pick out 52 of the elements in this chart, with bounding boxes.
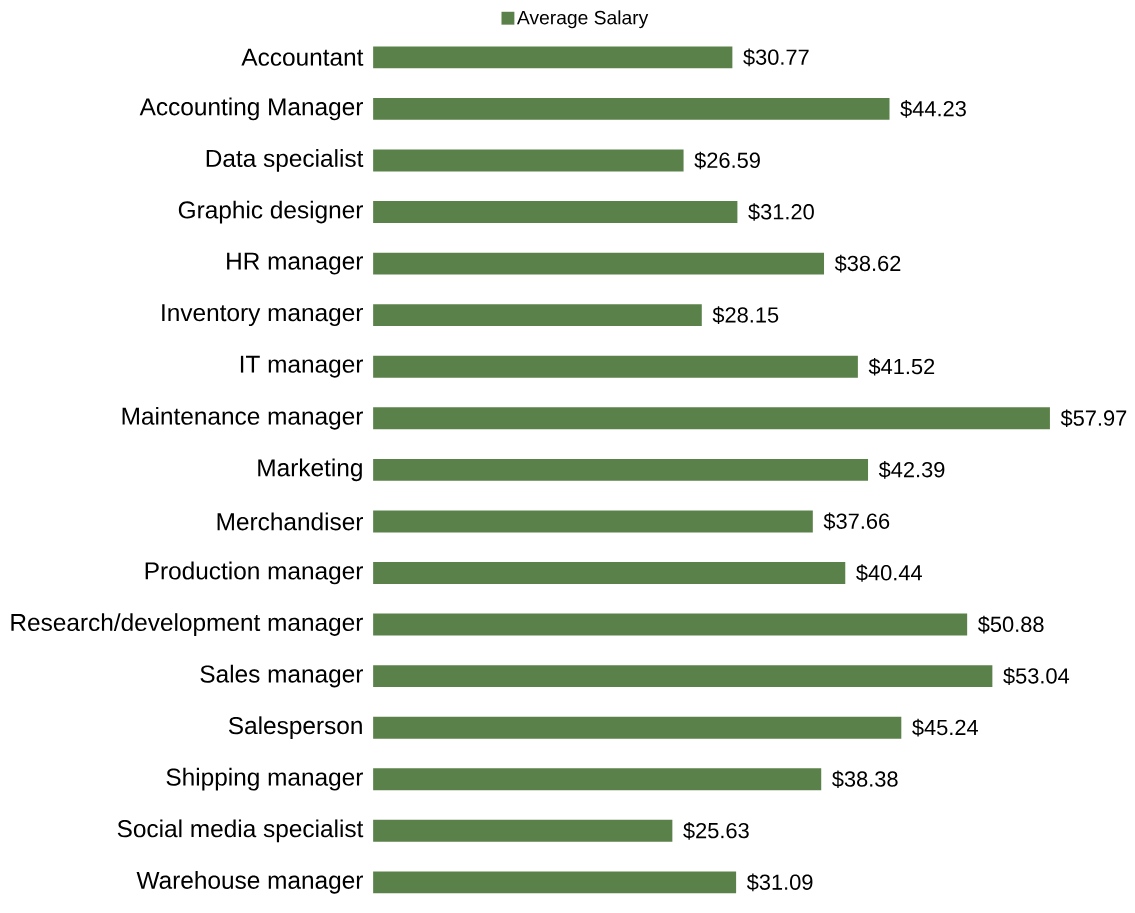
y-tick-label: Accountant [241,48,364,66]
y-tick-label: Merchandiser [217,512,364,531]
data-label: $44.23 [900,99,966,118]
y-tick-label: Shipping manager [166,767,363,791]
data-label: $42.39 [878,460,945,479]
y-tick-label: Maintenance manager [122,406,363,430]
y-tick-label: Research/development manager [11,613,363,636]
bar [373,149,684,172]
bar [373,46,733,69]
data-label: $53.04 [1003,667,1070,685]
data-label: $41.52 [868,357,935,376]
y-tick-label: Accounting Manager [139,97,363,121]
bar [373,458,869,481]
data-label: $30.77 [743,48,809,67]
bar [373,716,902,739]
legend-label: Average Salary [516,10,649,29]
data-label: $50.88 [977,615,1044,634]
bar [373,304,702,326]
bar [373,355,858,378]
y-tick-label: Graphic designer [178,200,363,224]
bar [373,200,738,223]
data-label: $38.38 [832,770,898,788]
y-tick-label: Sales manager [200,664,363,688]
bar [373,510,813,533]
data-label: $28.15 [712,306,779,324]
y-tick-label: IT manager [240,355,363,378]
bar [373,819,673,842]
data-label: $38.62 [834,254,901,273]
y-tick-label: Marketing [258,458,362,482]
data-label: $31.09 [746,873,813,892]
y-tick-label: Inventory manager [162,304,363,326]
data-label: $40.44 [856,564,922,582]
y-tick-label: Production manager [145,561,363,585]
bar [373,407,1050,430]
data-label: $26.59 [694,151,760,170]
bar [373,871,737,894]
data-label: $31.20 [748,203,814,221]
data-label: $25.63 [683,821,749,840]
bar [373,665,993,687]
bar [373,613,968,636]
y-tick-label: Salesperson [228,716,362,739]
y-tick-label: Social media specialist [117,819,364,843]
y-tick-label: HR manager [227,252,363,275]
bar [373,768,822,791]
data-label: $45.24 [912,718,979,737]
y-tick-label: Warehouse manager [136,870,363,894]
y-tick-label: Data specialist [206,148,364,172]
data-label: $57.97 [1060,409,1127,427]
bar [373,97,890,120]
bar [373,252,825,275]
data-label: $37.66 [823,512,890,531]
bar [373,561,846,584]
